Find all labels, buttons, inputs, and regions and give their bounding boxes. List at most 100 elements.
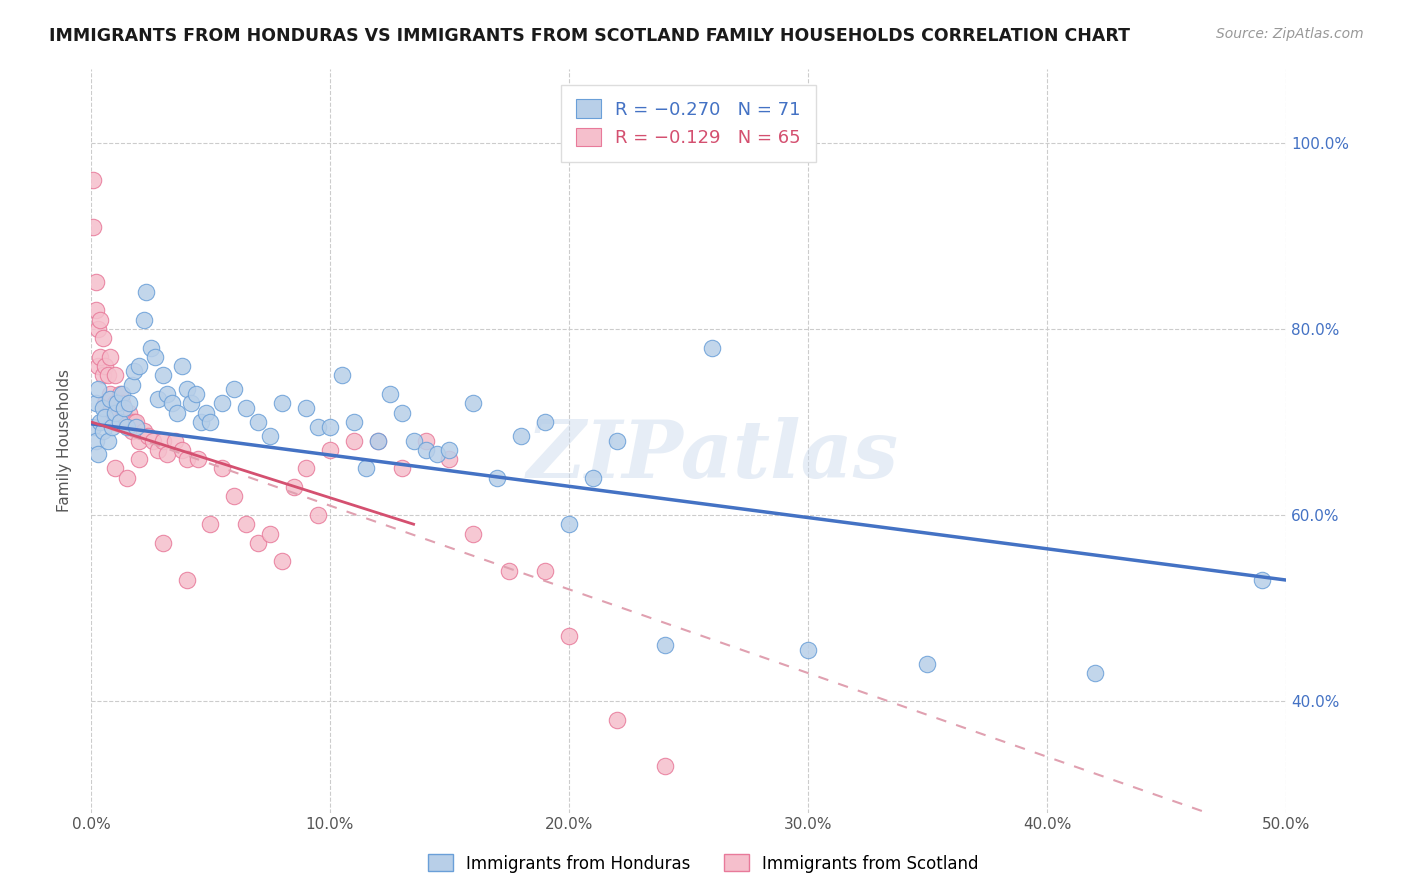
Point xyxy=(176,452,198,467)
Point xyxy=(247,415,270,429)
Point xyxy=(98,392,121,406)
Point xyxy=(111,387,134,401)
Point xyxy=(211,461,233,475)
Point xyxy=(486,471,509,485)
Point xyxy=(224,383,246,397)
Point xyxy=(87,448,110,462)
Point xyxy=(176,383,198,397)
Point xyxy=(142,434,165,448)
Point xyxy=(115,471,138,485)
Point xyxy=(94,396,117,410)
Point xyxy=(463,526,485,541)
Point xyxy=(415,442,437,457)
Point xyxy=(98,387,121,401)
Point xyxy=(128,434,150,448)
Point xyxy=(271,554,294,568)
Point xyxy=(343,434,366,448)
Point xyxy=(391,406,413,420)
Point xyxy=(247,536,270,550)
Point xyxy=(145,350,167,364)
Point xyxy=(136,429,159,443)
Point xyxy=(224,489,246,503)
Point xyxy=(654,759,676,773)
Point xyxy=(105,406,128,420)
Point xyxy=(534,564,557,578)
Point xyxy=(176,573,198,587)
Point xyxy=(152,368,174,383)
Point xyxy=(510,429,533,443)
Point xyxy=(463,396,485,410)
Point xyxy=(112,406,135,420)
Point xyxy=(184,387,207,401)
Point xyxy=(132,424,155,438)
Point xyxy=(125,419,148,434)
Point xyxy=(170,442,193,457)
Point xyxy=(104,396,127,410)
Point xyxy=(128,452,150,467)
Point xyxy=(259,526,281,541)
Point xyxy=(917,657,939,671)
Point xyxy=(82,419,104,434)
Point xyxy=(235,401,257,415)
Text: IMMIGRANTS FROM HONDURAS VS IMMIGRANTS FROM SCOTLAND FAMILY HOUSEHOLDS CORRELATI: IMMIGRANTS FROM HONDURAS VS IMMIGRANTS F… xyxy=(49,27,1130,45)
Point xyxy=(118,406,141,420)
Point xyxy=(112,401,135,415)
Point xyxy=(1084,666,1107,681)
Point xyxy=(354,461,377,475)
Point xyxy=(132,312,155,326)
Y-axis label: Family Households: Family Households xyxy=(58,369,72,512)
Point xyxy=(330,368,353,383)
Point xyxy=(84,396,107,410)
Point xyxy=(307,419,329,434)
Point xyxy=(1251,573,1274,587)
Point xyxy=(558,517,581,532)
Point xyxy=(391,461,413,475)
Point xyxy=(91,331,114,345)
Point xyxy=(87,359,110,373)
Point xyxy=(121,377,143,392)
Point xyxy=(156,448,179,462)
Point xyxy=(211,396,233,410)
Point xyxy=(367,434,389,448)
Point xyxy=(498,564,520,578)
Point xyxy=(606,434,628,448)
Point xyxy=(91,368,114,383)
Point xyxy=(271,396,294,410)
Point xyxy=(84,303,107,318)
Point xyxy=(84,434,107,448)
Point xyxy=(118,396,141,410)
Point xyxy=(426,448,449,462)
Point xyxy=(259,429,281,443)
Text: ZIPatlas: ZIPatlas xyxy=(526,417,898,494)
Point xyxy=(439,442,461,457)
Point xyxy=(534,415,557,429)
Legend: R = −0.270   N = 71, R = −0.129   N = 65: R = −0.270 N = 71, R = −0.129 N = 65 xyxy=(561,85,815,161)
Point xyxy=(439,452,461,467)
Point xyxy=(94,359,117,373)
Point xyxy=(91,401,114,415)
Point xyxy=(200,415,222,429)
Point xyxy=(307,508,329,522)
Point xyxy=(125,415,148,429)
Point xyxy=(295,401,318,415)
Point xyxy=(84,276,107,290)
Point xyxy=(97,368,120,383)
Point xyxy=(283,480,305,494)
Point xyxy=(200,517,222,532)
Point xyxy=(170,359,193,373)
Point xyxy=(87,383,110,397)
Point xyxy=(163,434,186,448)
Point xyxy=(367,434,389,448)
Point xyxy=(87,322,110,336)
Point xyxy=(121,424,143,438)
Point xyxy=(94,410,117,425)
Point xyxy=(654,638,676,652)
Point xyxy=(160,396,183,410)
Point xyxy=(111,396,134,410)
Text: Source: ZipAtlas.com: Source: ZipAtlas.com xyxy=(1216,27,1364,41)
Point xyxy=(166,406,188,420)
Point xyxy=(152,536,174,550)
Point xyxy=(108,387,131,401)
Point xyxy=(82,173,104,187)
Point xyxy=(82,219,104,234)
